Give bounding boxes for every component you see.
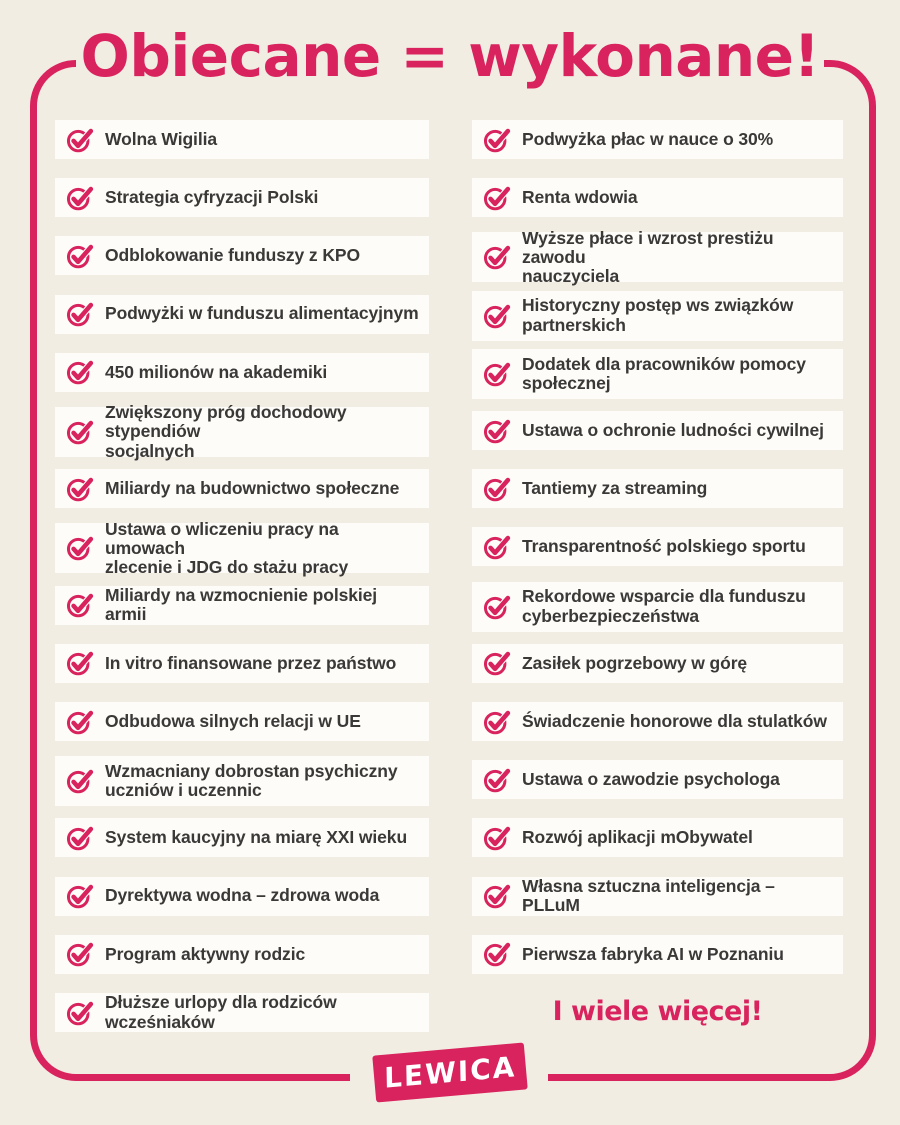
check-circle-icon bbox=[66, 709, 95, 734]
checklist-item-label: Wyższe płace i wzrost prestiżu zawodu na… bbox=[522, 227, 774, 287]
checklist-item: Podwyżka płac w nauce o 30% bbox=[472, 120, 843, 159]
checklist-item-label: Dyrektywa wodna – zdrowa woda bbox=[105, 885, 380, 906]
check-circle-icon bbox=[66, 419, 95, 445]
checklist-item: Miliardy na budownictwo społeczne bbox=[55, 469, 429, 509]
check-circle-icon bbox=[483, 245, 512, 270]
column-right: Podwyżka płac w nauce o 30% Renta wdowia… bbox=[472, 0, 843, 1125]
check-circle-icon bbox=[483, 883, 512, 909]
checklist-item: Ustawa o zawodzie psychologa bbox=[472, 760, 843, 800]
checklist-item-label: Miliardy na wzmocnienie polskiej armii bbox=[105, 584, 378, 625]
checklist-item: Zasiłek pogrzebowy w górę bbox=[472, 643, 843, 683]
check-circle-icon bbox=[483, 534, 512, 560]
checklist-item-label: Odblokowanie funduszy z KPO bbox=[105, 245, 360, 266]
checklist-item-label: Wolna Wigilia bbox=[105, 128, 217, 149]
check-circle-icon bbox=[483, 303, 512, 328]
checklist-item: Program aktywny rodzic bbox=[55, 934, 429, 974]
checklist-item-label: Rekordowe wsparcie dla funduszu cyberbez… bbox=[522, 586, 806, 626]
checklist-item: Transparentność polskiego sportu bbox=[472, 527, 843, 567]
checklist-item-label: Podwyżki w funduszu alimentacyjnym bbox=[105, 303, 419, 324]
checklist-item: Renta wdowia bbox=[472, 178, 843, 218]
checklist-item: Podwyżki w funduszu alimentacyjnym bbox=[55, 294, 429, 334]
check-circle-icon bbox=[66, 1000, 95, 1025]
checklist-item-label: Tantiemy za streaming bbox=[522, 478, 708, 499]
check-circle-icon bbox=[66, 359, 95, 385]
check-circle-icon bbox=[483, 361, 512, 387]
checklist-item: Zwiększony próg dochodowy stypendiów soc… bbox=[55, 403, 429, 460]
more-text: I wiele więcej! bbox=[552, 996, 763, 1027]
checklist-item: 450 milionów na akademiki bbox=[55, 352, 429, 392]
checklist-item-label: 450 milionów na akademiki bbox=[105, 361, 328, 382]
checklist-item: System kaucyjny na miarę XXI wieku bbox=[55, 818, 429, 858]
checklist-item: Dyrektywa wodna – zdrowa woda bbox=[55, 876, 429, 916]
checklist-item-label: Dłuższe urlopy dla rodziców wcześniaków bbox=[105, 992, 337, 1032]
title-mask bbox=[76, 50, 824, 76]
checklist-item: Dodatek dla pracowników pomocy społeczne… bbox=[472, 348, 843, 399]
checklist-item-label: Odbudowa silnych relacji w UE bbox=[105, 710, 361, 731]
check-circle-icon bbox=[66, 592, 95, 618]
column-left: Wolna Wigilia Strategia cyfryzacji Polsk… bbox=[55, 0, 429, 1125]
checklist-item-label: Zwiększony próg dochodowy stypendiów soc… bbox=[105, 402, 347, 461]
check-circle-icon bbox=[483, 767, 512, 792]
checklist-item-label: Własna sztuczna inteligencja – PLLuM bbox=[522, 875, 775, 916]
check-circle-icon bbox=[483, 825, 512, 851]
checklist-item: In vitro finansowane przez państwo bbox=[55, 643, 429, 683]
checklist-item-label: Ustawa o wliczeniu pracy na umowach zlec… bbox=[105, 518, 349, 578]
check-circle-icon bbox=[66, 243, 95, 269]
check-circle-icon bbox=[483, 594, 512, 619]
check-circle-icon bbox=[66, 127, 95, 152]
check-circle-icon bbox=[66, 536, 95, 561]
checklist-item-label: Program aktywny rodzic bbox=[105, 943, 306, 964]
checklist-item-label: Strategia cyfryzacji Polski bbox=[105, 187, 319, 208]
check-circle-icon bbox=[483, 418, 512, 443]
check-circle-icon bbox=[483, 709, 512, 734]
checklist-item-label: Dodatek dla pracowników pomocy społeczne… bbox=[522, 353, 806, 393]
checklist-item: Świadczenie honorowe dla stulatków bbox=[472, 702, 843, 741]
check-circle-icon bbox=[66, 825, 95, 851]
check-circle-icon bbox=[66, 883, 95, 909]
checklist-item: Rozwój aplikacji mObywatel bbox=[472, 818, 843, 858]
check-circle-icon bbox=[66, 185, 95, 210]
check-circle-icon bbox=[66, 301, 95, 327]
checklist-item-label: Ustawa o ochronie ludności cywilnej bbox=[522, 419, 824, 440]
checklist-item: Własna sztuczna inteligencja – PLLuM bbox=[472, 875, 843, 916]
checklist-item-label: Wzmacniany dobrostan psychiczny uczniów … bbox=[105, 760, 398, 801]
checklist-item-label: Zasiłek pogrzebowy w górę bbox=[522, 652, 748, 673]
checklist-item: Wzmacniany dobrostan psychiczny uczniów … bbox=[55, 756, 429, 807]
checklist-item-label: System kaucyjny na miarę XXI wieku bbox=[105, 827, 408, 848]
checklist-item-label: Ustawa o zawodzie psychologa bbox=[522, 769, 780, 790]
checklist-item: Strategia cyfryzacji Polski bbox=[55, 178, 429, 218]
checklist-item: Ustawa o ochronie ludności cywilnej bbox=[472, 411, 843, 450]
lewica-logo-label: LEWICA bbox=[383, 1050, 517, 1095]
check-circle-icon bbox=[66, 650, 95, 676]
checklist-item: Historyczny postęp ws związków partnersk… bbox=[472, 290, 843, 341]
checklist-item-label: Podwyżka płac w nauce o 30% bbox=[522, 128, 774, 149]
checklist-item-label: Historyczny postęp ws związków partnersk… bbox=[522, 295, 794, 335]
checklist-item: Odblokowanie funduszy z KPO bbox=[55, 236, 429, 276]
checklist-item: Miliardy na wzmocnienie polskiej armii bbox=[55, 584, 429, 625]
checklist-item-label: Renta wdowia bbox=[522, 187, 638, 208]
checklist-item: Ustawa o wliczeniu pracy na umowach zlec… bbox=[55, 519, 429, 577]
checklist-item: Tantiemy za streaming bbox=[472, 469, 843, 509]
check-circle-icon bbox=[483, 650, 512, 676]
checklist-item: Dłuższe urlopy dla rodziców wcześniaków bbox=[55, 993, 429, 1032]
checklist-item: Odbudowa silnych relacji w UE bbox=[55, 702, 429, 741]
check-circle-icon bbox=[483, 476, 512, 501]
check-circle-icon bbox=[66, 768, 95, 794]
checklist-item-label: Transparentność polskiego sportu bbox=[522, 536, 806, 557]
check-circle-icon bbox=[483, 185, 512, 210]
checklist-item: Wolna Wigilia bbox=[55, 120, 429, 159]
check-circle-icon bbox=[66, 476, 95, 501]
checklist-item-label: Świadczenie honorowe dla stulatków bbox=[522, 710, 827, 731]
page-title: Obiecane = wykonane! bbox=[80, 22, 820, 90]
checklist-item: Pierwsza fabryka AI w Poznaniu bbox=[472, 934, 843, 974]
checklist-item: Wyższe płace i wzrost prestiżu zawodu na… bbox=[472, 228, 843, 286]
checklist-item: Rekordowe wsparcie dla funduszu cyberbez… bbox=[472, 581, 843, 632]
check-circle-icon bbox=[483, 941, 512, 967]
checklist-item-label: In vitro finansowane przez państwo bbox=[105, 652, 397, 673]
checklist-item-label: Rozwój aplikacji mObywatel bbox=[522, 827, 753, 848]
check-circle-icon bbox=[483, 127, 512, 152]
check-circle-icon bbox=[66, 941, 95, 967]
checklist-item-label: Pierwsza fabryka AI w Poznaniu bbox=[522, 943, 784, 964]
checklist-item-label: Miliardy na budownictwo społeczne bbox=[105, 478, 400, 499]
